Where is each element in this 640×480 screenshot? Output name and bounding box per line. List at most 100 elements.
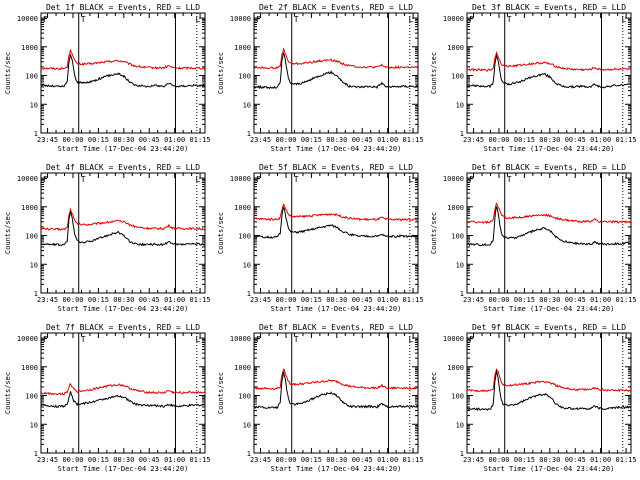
- y-tick-label: 10: [243, 421, 251, 429]
- x-tick-label: 23:45: [37, 136, 58, 144]
- x-axis-label: Start Time (17-Dec-04 23:44:20): [271, 305, 402, 313]
- y-tick-label: 1000: [234, 204, 251, 212]
- x-tick-label: 00:00: [275, 136, 296, 144]
- x-tick-label: 23:45: [463, 296, 484, 304]
- x-tick-label: 00:45: [565, 136, 586, 144]
- marker-label: L: [408, 175, 413, 184]
- x-tick-label: 01:00: [377, 456, 398, 464]
- series-line-red: [466, 50, 632, 72]
- series-line-black: [253, 51, 419, 90]
- y-axis-label: Counts/sec: [430, 52, 438, 94]
- detector-panel: Det 4f BLACK = Events, RED = LLD Counts/s…: [4, 163, 211, 313]
- y-tick-label: 1000: [447, 44, 464, 52]
- x-tick-label: 00:00: [488, 456, 509, 464]
- x-tick-label: 23:45: [463, 456, 484, 464]
- marker-label: L: [408, 15, 413, 24]
- marker-label: L: [621, 335, 626, 344]
- x-tick-label: 00:30: [113, 456, 134, 464]
- series-line-red: [40, 49, 206, 71]
- x-tick-label: 00:15: [514, 296, 535, 304]
- y-tick-label: 1000: [447, 364, 464, 372]
- series-line-black: [40, 54, 206, 88]
- marker-label: F: [469, 15, 474, 24]
- x-tick-label: 00:30: [539, 456, 560, 464]
- marker-label: L: [621, 15, 626, 24]
- y-tick-label: 10000: [230, 335, 251, 343]
- y-tick-label: 1: [34, 130, 38, 138]
- panel-title: Det 5f BLACK = Events, RED = LLD: [259, 163, 413, 172]
- y-tick-label: 10: [456, 101, 464, 109]
- y-tick-label: 10000: [17, 175, 38, 183]
- x-tick-label: 01:15: [616, 136, 637, 144]
- y-tick-label: 1: [247, 290, 251, 298]
- y-axis-label: Counts/sec: [430, 212, 438, 254]
- x-tick-label: 23:45: [250, 456, 271, 464]
- x-tick-label: 23:45: [37, 456, 58, 464]
- x-tick-label: 00:45: [352, 136, 373, 144]
- panel-title: Det 2f BLACK = Events, RED = LLD: [259, 3, 413, 12]
- series-line-red: [253, 203, 419, 222]
- y-tick-label: 1: [34, 290, 38, 298]
- x-tick-label: 01:00: [164, 456, 185, 464]
- x-tick-label: 01:15: [403, 296, 424, 304]
- y-tick-label: 10000: [230, 15, 251, 23]
- x-tick-label: 00:00: [488, 136, 509, 144]
- y-tick-label: 10: [243, 261, 251, 269]
- x-tick-label: 01:15: [616, 296, 637, 304]
- y-tick-label: 10: [30, 101, 38, 109]
- plot-frame: [253, 172, 419, 294]
- plot-frame: [466, 332, 632, 454]
- panel-title: Det 9f BLACK = Events, RED = LLD: [472, 323, 626, 332]
- series-line-red: [466, 202, 632, 225]
- y-tick-label: 1000: [21, 44, 38, 52]
- x-tick-label: 00:15: [88, 296, 109, 304]
- series-line-black: [40, 391, 206, 409]
- marker-label: F: [43, 335, 48, 344]
- x-axis-label: Start Time (17-Dec-04 23:44:20): [271, 145, 402, 153]
- x-tick-label: 01:00: [590, 136, 611, 144]
- panel-title: Det 8f BLACK = Events, RED = LLD: [259, 323, 413, 332]
- series-line-black: [40, 211, 206, 247]
- series-line-red: [253, 47, 419, 70]
- x-tick-label: 23:45: [250, 296, 271, 304]
- marker-label: F: [256, 175, 261, 184]
- series-line-red: [40, 207, 206, 231]
- y-tick-label: 100: [25, 233, 38, 241]
- y-axis-label: Counts/sec: [217, 212, 225, 254]
- marker-label: T: [507, 15, 512, 24]
- x-tick-label: 00:30: [539, 296, 560, 304]
- y-axis-label: Counts/sec: [217, 52, 225, 94]
- y-tick-label: 10: [30, 261, 38, 269]
- detector-panel: Det 5f BLACK = Events, RED = LLD Counts/s…: [217, 163, 424, 313]
- y-tick-label: 100: [25, 393, 38, 401]
- y-tick-label: 1: [460, 450, 464, 458]
- x-tick-label: 00:00: [275, 456, 296, 464]
- panel-title: Det 7f BLACK = Events, RED = LLD: [46, 323, 200, 332]
- x-tick-label: 00:30: [113, 296, 134, 304]
- series-line-black: [254, 371, 419, 410]
- x-tick-label: 00:15: [514, 456, 535, 464]
- x-tick-label: 00:45: [352, 296, 373, 304]
- y-axis-label: Counts/sec: [4, 372, 12, 414]
- marker-label: F: [469, 335, 474, 344]
- panel-title: Det 1f BLACK = Events, RED = LLD: [46, 3, 200, 12]
- y-tick-label: 1: [247, 130, 251, 138]
- plot-frame: [40, 12, 206, 134]
- y-tick-label: 100: [238, 233, 251, 241]
- y-tick-label: 100: [451, 393, 464, 401]
- x-axis-label: Start Time (17-Dec-04 23:44:20): [58, 305, 189, 313]
- series-line-red: [40, 383, 206, 396]
- x-tick-label: 00:30: [326, 136, 347, 144]
- plot-frame: [253, 12, 419, 134]
- marker-label: F: [469, 175, 474, 184]
- x-tick-label: 00:00: [62, 456, 83, 464]
- x-tick-label: 00:00: [62, 136, 83, 144]
- marker-label: T: [81, 15, 86, 24]
- y-tick-label: 10000: [443, 175, 464, 183]
- x-tick-label: 00:15: [88, 136, 109, 144]
- y-tick-label: 100: [451, 233, 464, 241]
- y-tick-label: 100: [238, 73, 251, 81]
- x-tick-label: 00:45: [139, 296, 160, 304]
- y-tick-label: 1: [460, 130, 464, 138]
- marker-label: L: [195, 175, 200, 184]
